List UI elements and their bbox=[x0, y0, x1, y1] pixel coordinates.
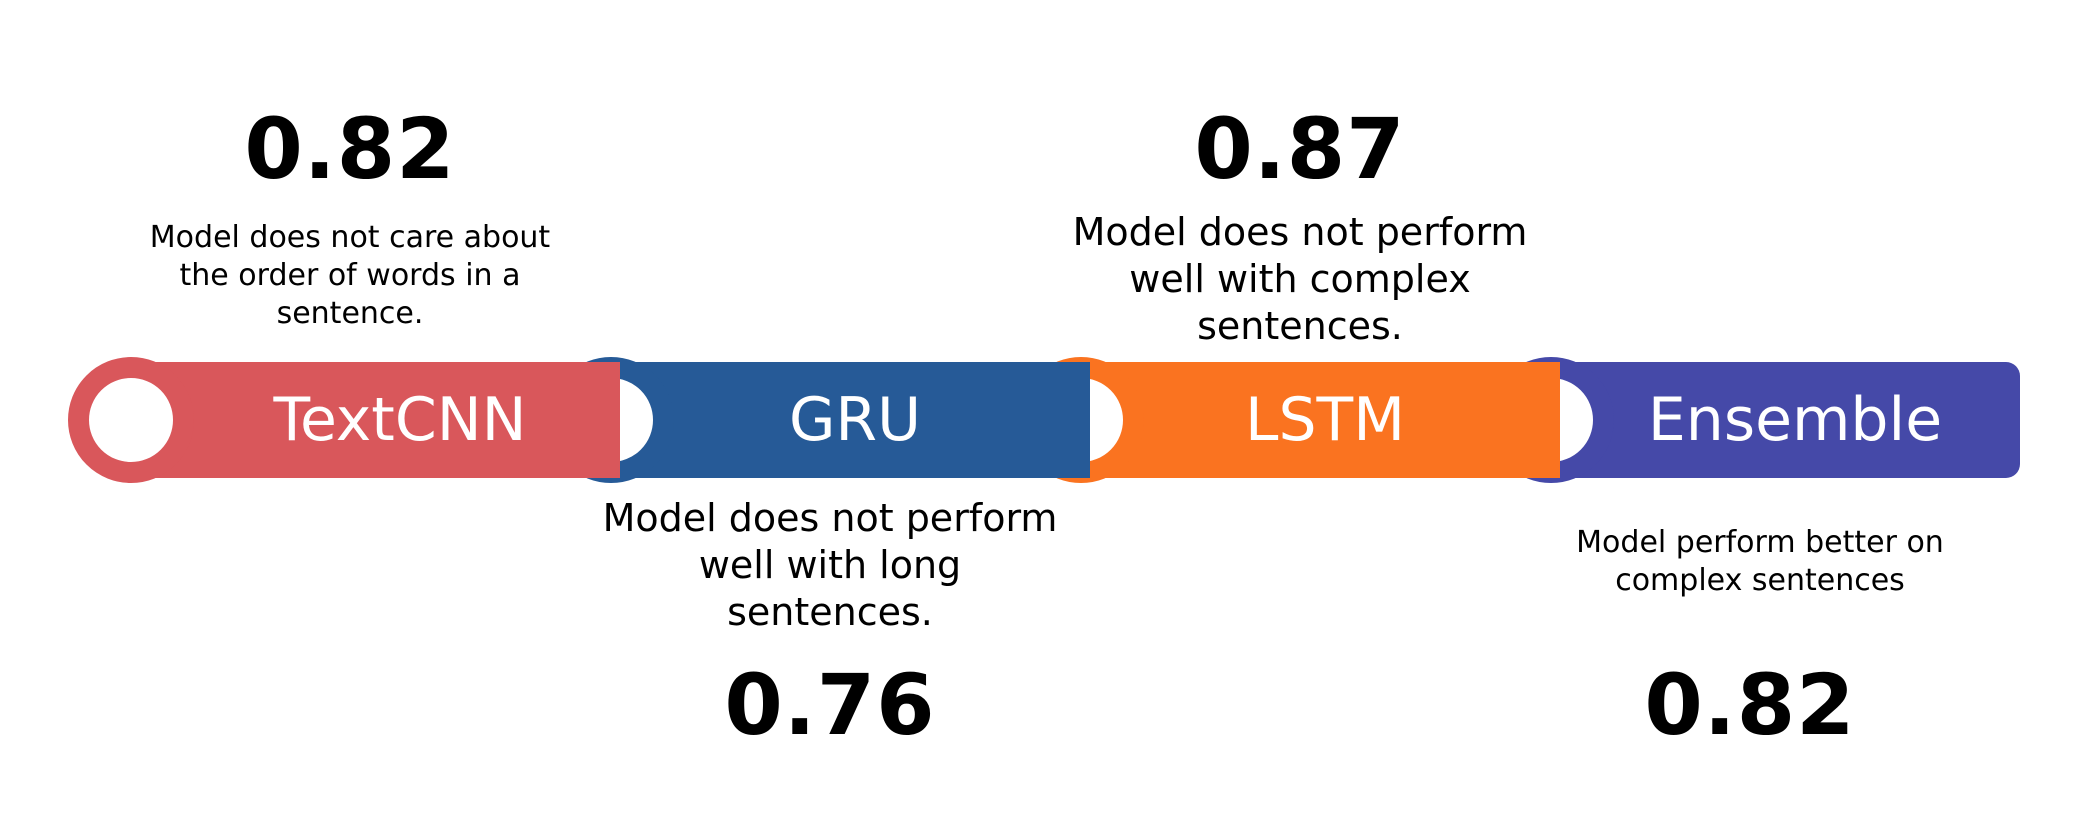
lstm-label: LSTM bbox=[1160, 362, 1490, 478]
textcnn-description: Model does not care about the order of w… bbox=[120, 219, 580, 333]
lstm-bar: LSTM bbox=[1030, 362, 1560, 478]
gru-description-line: sentences. bbox=[580, 589, 1080, 636]
lstm-description-line: Model does not perform bbox=[1050, 209, 1550, 256]
textcnn-description-line: the order of words in a bbox=[120, 257, 580, 295]
lstm-description-line: well with complex bbox=[1050, 256, 1550, 303]
ensemble-label: Ensemble bbox=[1630, 362, 1960, 478]
ensemble-score: 0.82 bbox=[1600, 656, 1900, 754]
ensemble-description-line: Model perform better on bbox=[1550, 524, 1970, 562]
gru-description: Model does not perform well with long se… bbox=[580, 495, 1080, 636]
textcnn-score: 0.82 bbox=[200, 100, 500, 198]
textcnn-bar: TextCNN bbox=[80, 362, 620, 478]
gru-description-line: well with long bbox=[580, 542, 1080, 589]
gru-label: GRU bbox=[690, 362, 1020, 478]
textcnn-description-line: sentence. bbox=[120, 295, 580, 333]
textcnn-label: TextCNN bbox=[230, 362, 570, 478]
lstm-description: Model does not perform well with complex… bbox=[1050, 209, 1550, 350]
lstm-score: 0.87 bbox=[1150, 100, 1450, 198]
ensemble-bar: Ensemble bbox=[1500, 362, 2020, 478]
textcnn-knob bbox=[68, 357, 194, 483]
textcnn-description-line: Model does not care about bbox=[120, 219, 580, 257]
gru-description-line: Model does not perform bbox=[580, 495, 1080, 542]
gru-score: 0.76 bbox=[680, 656, 980, 754]
ensemble-description-line: complex sentences bbox=[1550, 562, 1970, 600]
gru-bar: GRU bbox=[560, 362, 1090, 478]
lstm-description-line: sentences. bbox=[1050, 303, 1550, 350]
ensemble-description: Model perform better on complex sentence… bbox=[1550, 524, 1970, 600]
